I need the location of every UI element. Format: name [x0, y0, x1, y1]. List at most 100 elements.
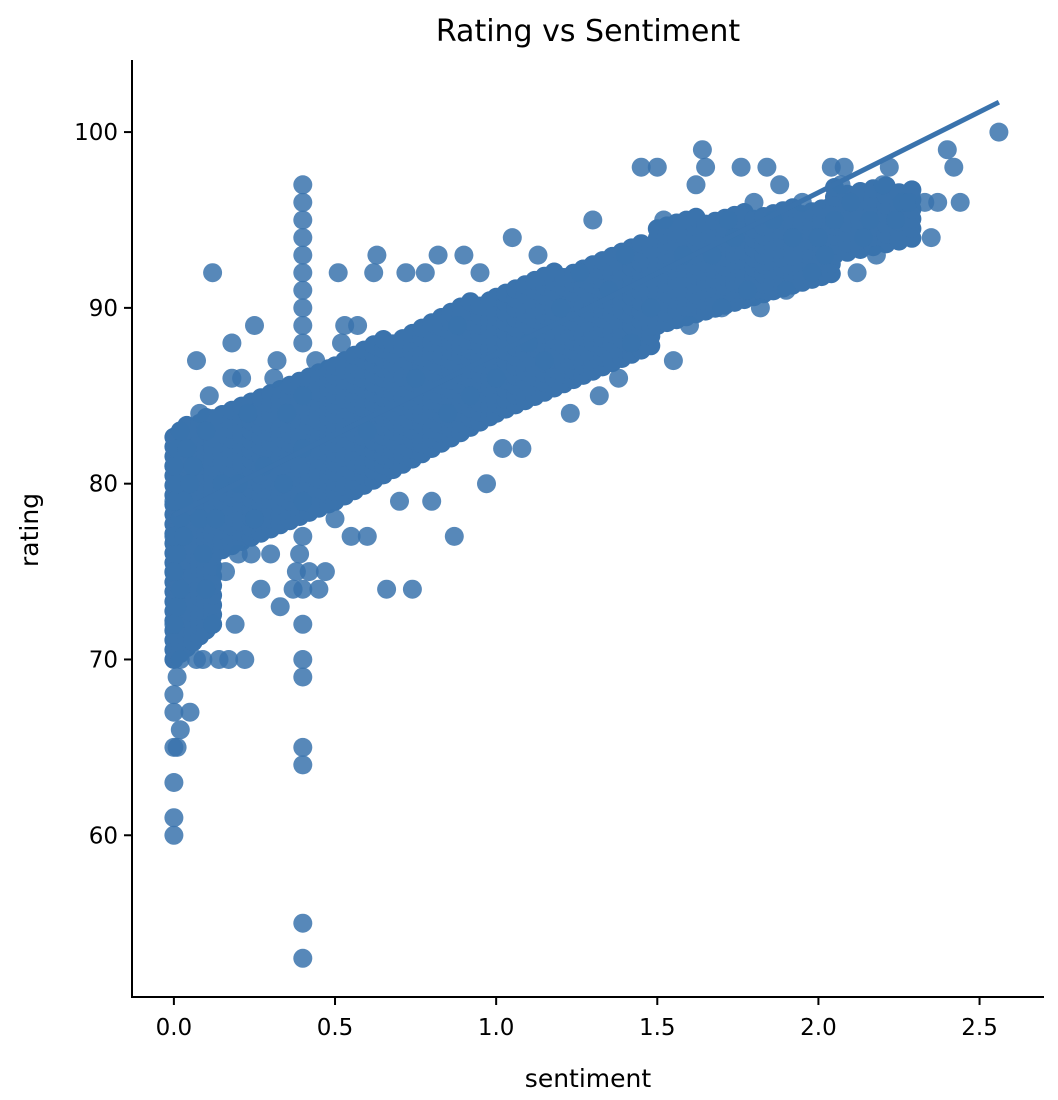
scatter-point	[357, 526, 377, 546]
scatter-point	[899, 192, 919, 212]
scatter-point	[357, 421, 377, 441]
scatter-point	[293, 948, 313, 968]
scatter-point	[264, 368, 284, 388]
scatter-point	[293, 913, 313, 933]
scatter-point	[293, 526, 313, 546]
scatter-point	[654, 210, 674, 230]
scatter-point	[293, 755, 313, 775]
scatter-point	[341, 526, 361, 546]
scatter-point	[989, 122, 1009, 142]
scatter-point	[402, 579, 422, 599]
scatter-point	[293, 280, 313, 300]
scatter-point	[583, 210, 603, 230]
scatter-point	[293, 263, 313, 283]
x-tick-label: 0.0	[156, 1015, 193, 1041]
scatter-point	[454, 245, 474, 265]
scatter-point	[422, 491, 442, 511]
scatter-point	[641, 298, 661, 318]
x-tick-label: 2.5	[961, 1015, 998, 1041]
scatter-point	[203, 263, 223, 283]
scatter-point	[815, 245, 835, 265]
scatter-point	[174, 526, 194, 546]
scatter-point	[944, 157, 964, 177]
scatter-point	[315, 562, 335, 582]
scatter-point	[937, 140, 957, 160]
scatter-point	[261, 544, 281, 564]
scatter-point	[196, 421, 216, 441]
scatter-point	[477, 474, 496, 494]
scatter-point	[551, 298, 571, 318]
scatter-point	[167, 667, 187, 687]
scatter-point	[187, 351, 206, 371]
scatter-point	[293, 245, 313, 265]
scatter-point	[502, 228, 522, 248]
y-tick-label: 60	[89, 823, 118, 849]
scatter-point	[293, 491, 313, 511]
scatter-point	[293, 192, 313, 212]
scatter-point	[396, 263, 416, 283]
scatter-point	[770, 175, 790, 195]
scatter-point	[293, 650, 313, 669]
scatter-point	[486, 368, 506, 388]
scatter-point	[854, 228, 873, 248]
scatter-point	[738, 280, 757, 300]
scatter-point	[328, 263, 348, 283]
scatter-point	[193, 544, 213, 564]
scatter-point	[203, 614, 223, 634]
scatter-point	[183, 456, 203, 476]
scatter-point	[293, 210, 313, 230]
scatter-point	[290, 544, 310, 564]
scatter-point	[428, 245, 448, 265]
scatter-point	[293, 614, 313, 634]
scatter-point	[293, 175, 313, 195]
regression-line	[172, 99, 1001, 518]
scatter-point	[206, 509, 226, 529]
x-tick-label: 2.0	[800, 1015, 837, 1041]
scatter-point	[364, 263, 384, 283]
scatter-point	[744, 192, 764, 212]
scatter-point	[757, 157, 777, 177]
scatter-point	[180, 702, 200, 722]
scatter-point	[164, 562, 184, 582]
scatter-point	[241, 544, 261, 564]
scatter-point	[696, 157, 716, 177]
scatter-point	[325, 509, 345, 529]
scatter-point	[190, 509, 210, 529]
scatter-point	[470, 263, 490, 283]
scatter-point	[444, 526, 464, 546]
scatter-point	[802, 263, 822, 283]
scatter-point	[928, 192, 948, 212]
scatter-point	[170, 720, 190, 740]
scatter-point	[309, 579, 329, 599]
scatter-point	[293, 298, 313, 318]
scatter-point	[251, 579, 271, 599]
scatter-point	[438, 403, 458, 423]
scatter-point	[415, 263, 435, 283]
scatter-point	[406, 368, 426, 388]
scatter-point	[164, 685, 184, 705]
scatter-point	[219, 650, 239, 669]
scatter-point	[306, 351, 326, 371]
scatter-point	[293, 386, 313, 406]
scatter-point	[622, 333, 641, 353]
scatter-point	[879, 157, 899, 177]
scatter-point	[535, 351, 554, 371]
scatter-point	[270, 597, 290, 617]
x-tick-label: 1.5	[639, 1015, 676, 1041]
scatter-point	[293, 228, 313, 248]
scatter-point	[199, 386, 219, 406]
scatter-point	[274, 474, 293, 494]
scatter-point	[232, 368, 252, 388]
scatter-point	[367, 245, 387, 265]
scatter-point	[293, 737, 313, 757]
scatter-point	[180, 474, 200, 494]
y-tick-label: 80	[89, 472, 118, 498]
scatter-point	[164, 456, 184, 476]
scatter-point	[293, 333, 313, 353]
scatter-point	[512, 439, 532, 458]
scatter-point	[245, 316, 264, 335]
scatter-point	[164, 614, 184, 634]
scatter-point	[680, 316, 699, 335]
scatter-point	[841, 192, 861, 212]
